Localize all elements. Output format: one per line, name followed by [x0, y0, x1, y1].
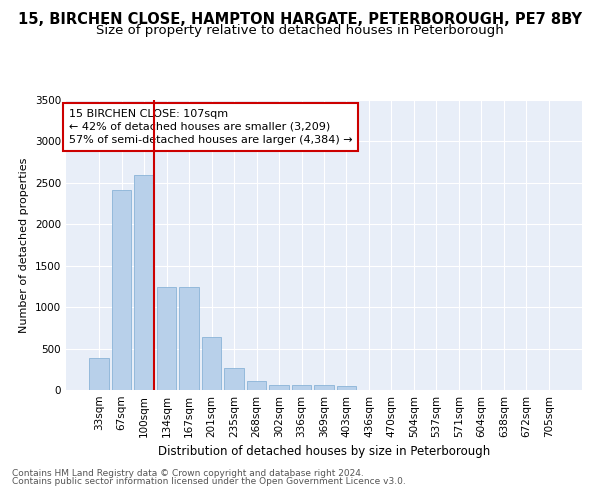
Bar: [314, 386, 334, 390]
Bar: [292, 386, 311, 390]
Y-axis label: Number of detached properties: Number of detached properties: [19, 158, 29, 332]
Text: 15, BIRCHEN CLOSE, HAMPTON HARGATE, PETERBOROUGH, PE7 8BY: 15, BIRCHEN CLOSE, HAMPTON HARGATE, PETE…: [18, 12, 582, 28]
Bar: [224, 368, 244, 390]
Bar: [337, 386, 356, 390]
Text: Size of property relative to detached houses in Peterborough: Size of property relative to detached ho…: [96, 24, 504, 37]
Text: 15 BIRCHEN CLOSE: 107sqm
← 42% of detached houses are smaller (3,209)
57% of sem: 15 BIRCHEN CLOSE: 107sqm ← 42% of detach…: [68, 108, 352, 145]
Bar: [247, 381, 266, 390]
Bar: [112, 190, 131, 390]
Bar: [89, 358, 109, 390]
Bar: [179, 288, 199, 390]
Text: Contains public sector information licensed under the Open Government Licence v3: Contains public sector information licen…: [12, 477, 406, 486]
Text: Contains HM Land Registry data © Crown copyright and database right 2024.: Contains HM Land Registry data © Crown c…: [12, 468, 364, 477]
Bar: [134, 174, 154, 390]
Bar: [157, 288, 176, 390]
X-axis label: Distribution of detached houses by size in Peterborough: Distribution of detached houses by size …: [158, 446, 490, 458]
Bar: [269, 385, 289, 390]
Bar: [202, 337, 221, 390]
